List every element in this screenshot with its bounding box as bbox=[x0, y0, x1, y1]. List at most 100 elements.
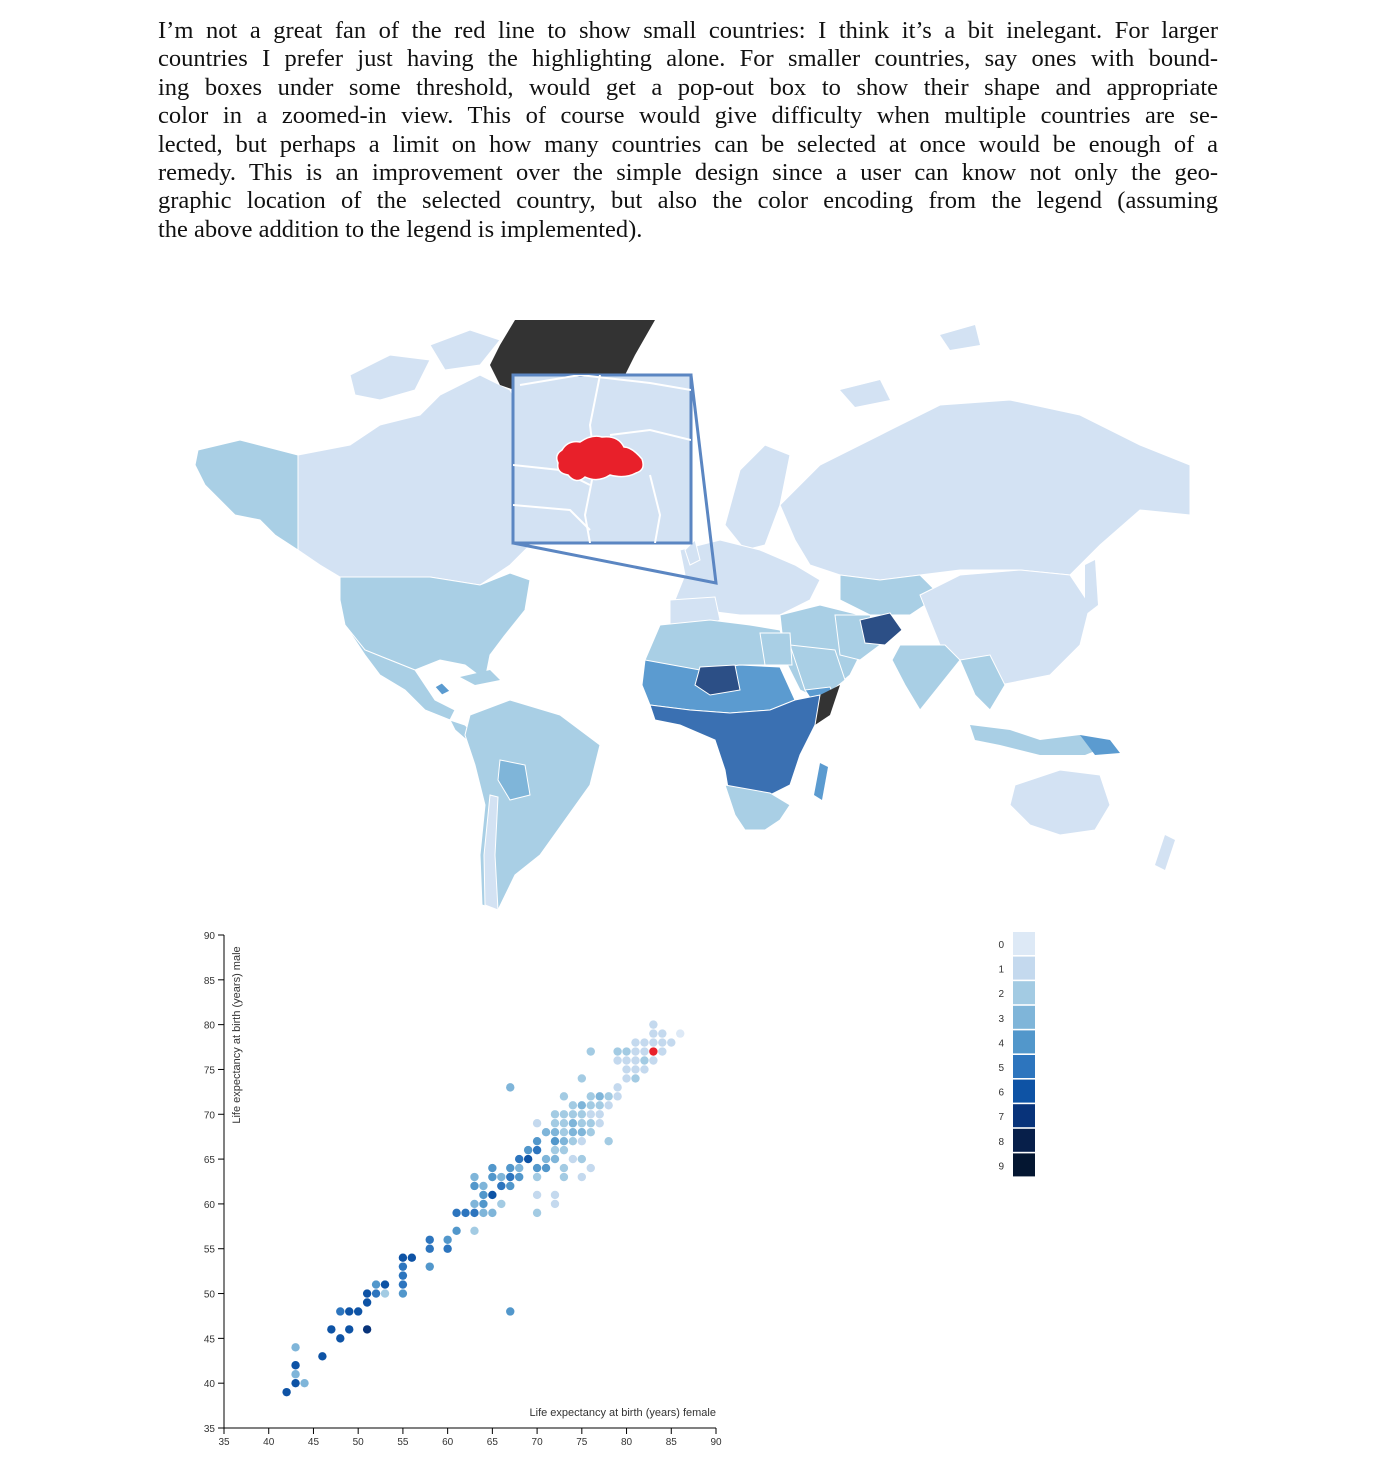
country-point[interactable] bbox=[291, 1378, 300, 1388]
country-point[interactable] bbox=[604, 1092, 613, 1101]
country-point[interactable] bbox=[550, 1128, 560, 1137]
country-point[interactable] bbox=[345, 1325, 354, 1334]
country-point[interactable] bbox=[658, 1029, 667, 1038]
country-point[interactable] bbox=[291, 1370, 300, 1379]
country-point[interactable] bbox=[640, 1065, 649, 1074]
country-point[interactable] bbox=[613, 1092, 622, 1101]
country-point[interactable] bbox=[362, 1289, 372, 1298]
country-point[interactable] bbox=[586, 1119, 595, 1128]
selected-country-point[interactable] bbox=[649, 1047, 658, 1056]
country-point[interactable] bbox=[613, 1047, 622, 1056]
country-point[interactable] bbox=[380, 1289, 390, 1298]
country-point[interactable] bbox=[523, 1145, 533, 1155]
country-point[interactable] bbox=[479, 1190, 488, 1200]
country-point[interactable] bbox=[470, 1172, 479, 1182]
country-point[interactable] bbox=[559, 1136, 569, 1146]
country-point[interactable] bbox=[371, 1280, 381, 1289]
country-point[interactable] bbox=[345, 1307, 354, 1316]
country-point[interactable] bbox=[506, 1083, 515, 1092]
country-point[interactable] bbox=[398, 1253, 408, 1262]
country-point[interactable] bbox=[667, 1038, 676, 1047]
country-point[interactable] bbox=[452, 1208, 461, 1218]
country-point[interactable] bbox=[649, 1038, 658, 1047]
country-point[interactable] bbox=[362, 1298, 372, 1307]
country-point[interactable] bbox=[550, 1119, 560, 1128]
country-point[interactable] bbox=[595, 1092, 604, 1101]
country-point[interactable] bbox=[577, 1119, 587, 1128]
country-point[interactable] bbox=[515, 1154, 524, 1164]
country-point[interactable] bbox=[371, 1289, 381, 1298]
country-point[interactable] bbox=[640, 1038, 649, 1047]
country-point[interactable] bbox=[488, 1190, 497, 1200]
country-point[interactable] bbox=[559, 1145, 569, 1155]
country-point[interactable] bbox=[604, 1101, 613, 1110]
country-point[interactable] bbox=[559, 1092, 569, 1101]
country-point[interactable] bbox=[640, 1056, 649, 1065]
country-point[interactable] bbox=[550, 1136, 560, 1146]
country-point[interactable] bbox=[550, 1199, 560, 1209]
country-point[interactable] bbox=[568, 1128, 578, 1137]
country-point[interactable] bbox=[470, 1208, 479, 1218]
country-point[interactable] bbox=[541, 1154, 551, 1164]
country-point[interactable] bbox=[488, 1172, 497, 1182]
country-point[interactable] bbox=[291, 1343, 300, 1352]
country-point[interactable] bbox=[568, 1110, 578, 1119]
country-point[interactable] bbox=[622, 1074, 631, 1083]
country-point[interactable] bbox=[282, 1387, 291, 1397]
country-point[interactable] bbox=[318, 1352, 327, 1361]
country-point[interactable] bbox=[425, 1235, 434, 1244]
country-point[interactable] bbox=[613, 1083, 622, 1092]
country-point[interactable] bbox=[506, 1181, 515, 1191]
country-point[interactable] bbox=[470, 1199, 479, 1209]
country-point[interactable] bbox=[577, 1074, 587, 1083]
country-point[interactable] bbox=[425, 1244, 434, 1253]
country-point[interactable] bbox=[506, 1307, 515, 1316]
country-point[interactable] bbox=[586, 1101, 595, 1110]
country-point[interactable] bbox=[523, 1154, 533, 1164]
country-point[interactable] bbox=[550, 1190, 560, 1200]
country-point[interactable] bbox=[631, 1065, 640, 1074]
country-point[interactable] bbox=[532, 1208, 542, 1218]
country-point[interactable] bbox=[353, 1307, 363, 1316]
country-point[interactable] bbox=[631, 1038, 640, 1047]
country-point[interactable] bbox=[497, 1172, 506, 1182]
country-point[interactable] bbox=[362, 1325, 372, 1334]
country-point[interactable] bbox=[595, 1110, 604, 1119]
country-point[interactable] bbox=[577, 1128, 587, 1137]
country-point[interactable] bbox=[327, 1325, 336, 1334]
country-point[interactable] bbox=[443, 1244, 452, 1253]
country-point[interactable] bbox=[550, 1145, 560, 1155]
country-point[interactable] bbox=[577, 1110, 587, 1119]
country-point[interactable] bbox=[497, 1199, 506, 1209]
country-point[interactable] bbox=[676, 1029, 685, 1038]
country-point[interactable] bbox=[568, 1154, 578, 1164]
country-point[interactable] bbox=[532, 1145, 542, 1155]
country-point[interactable] bbox=[515, 1163, 524, 1173]
country-point[interactable] bbox=[479, 1208, 488, 1218]
country-point[interactable] bbox=[380, 1280, 390, 1289]
country-point[interactable] bbox=[488, 1163, 497, 1173]
country-point[interactable] bbox=[649, 1020, 658, 1029]
country-point[interactable] bbox=[586, 1128, 595, 1137]
country-point[interactable] bbox=[479, 1199, 488, 1209]
country-point[interactable] bbox=[559, 1119, 569, 1128]
country-point[interactable] bbox=[559, 1110, 569, 1119]
country-point[interactable] bbox=[336, 1307, 345, 1316]
country-point[interactable] bbox=[291, 1361, 300, 1370]
country-point[interactable] bbox=[604, 1136, 613, 1146]
country-point[interactable] bbox=[470, 1181, 479, 1191]
country-point[interactable] bbox=[515, 1172, 524, 1182]
country-point[interactable] bbox=[479, 1181, 488, 1191]
country-point[interactable] bbox=[613, 1056, 622, 1065]
country-point[interactable] bbox=[568, 1119, 578, 1128]
country-point[interactable] bbox=[407, 1253, 417, 1262]
country-point[interactable] bbox=[300, 1378, 309, 1388]
country-point[interactable] bbox=[649, 1056, 658, 1065]
country-point[interactable] bbox=[631, 1056, 640, 1065]
country-point[interactable] bbox=[532, 1163, 542, 1173]
country-point[interactable] bbox=[506, 1163, 515, 1173]
country-point[interactable] bbox=[550, 1110, 560, 1119]
country-point[interactable] bbox=[425, 1262, 434, 1271]
country-point[interactable] bbox=[541, 1128, 551, 1137]
country-point[interactable] bbox=[577, 1101, 587, 1110]
